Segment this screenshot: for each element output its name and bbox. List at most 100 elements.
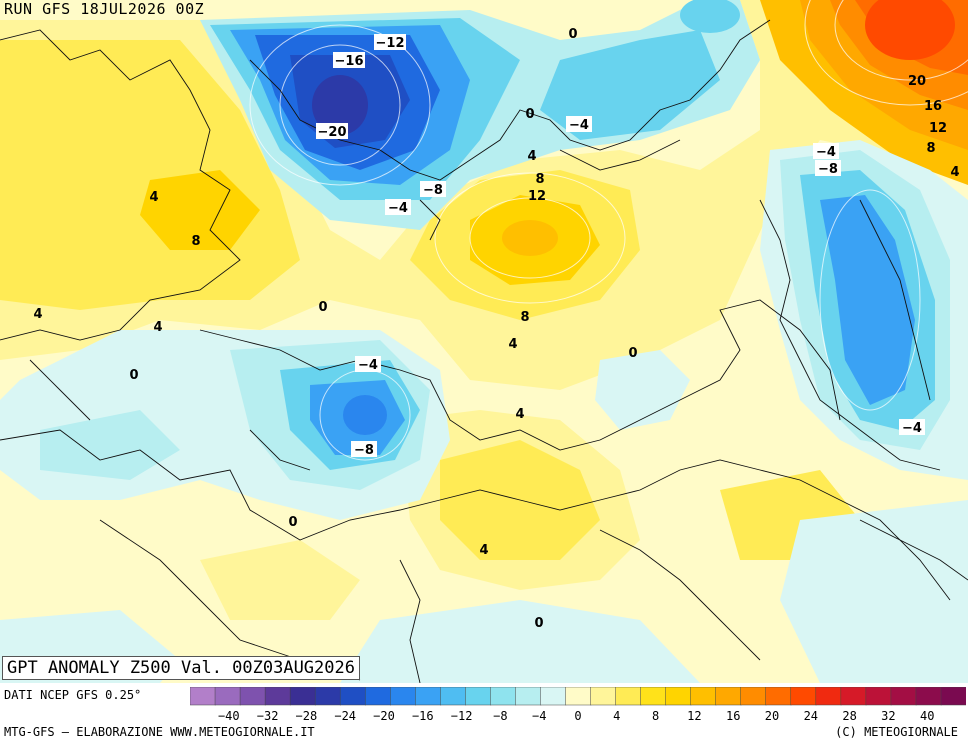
svg-text:0: 0 <box>628 346 637 361</box>
legend-swatch <box>740 687 767 706</box>
svg-text:−4: −4 <box>358 358 378 373</box>
anomaly-labels: −12 −16 −20 0 −4 −8 −4 4 8 12 4 8 0 4 4 … <box>33 27 959 631</box>
legend-swatch <box>890 687 917 706</box>
legend-swatch <box>915 687 942 706</box>
label-4-a: 4 <box>527 149 536 164</box>
label-8-c: 8 <box>520 310 529 325</box>
positive-anomaly-max <box>502 220 558 256</box>
legend-swatch <box>815 687 842 706</box>
legend-tick-label: 40 <box>920 709 934 723</box>
legend-tick-label: −4 <box>532 709 546 723</box>
svg-text:−16: −16 <box>335 54 364 69</box>
legend-swatch <box>490 687 517 706</box>
legend-swatch <box>390 687 417 706</box>
legend-swatch <box>314 687 341 706</box>
ne-ridge <box>760 0 968 185</box>
legend-swatch <box>565 687 592 706</box>
svg-text:0: 0 <box>525 107 534 122</box>
label-4-e: 4 <box>508 337 517 352</box>
legend-swatch <box>190 687 216 706</box>
svg-text:4: 4 <box>149 190 158 205</box>
label-0-a: 0 <box>568 27 577 42</box>
svg-text:0: 0 <box>534 616 543 631</box>
anomaly-map: −12 −16 −20 0 −4 −8 −4 4 8 12 4 8 0 4 4 … <box>0 0 968 683</box>
legend-swatch <box>940 687 966 706</box>
legend-swatch <box>515 687 542 706</box>
label-0-d: 0 <box>628 346 637 361</box>
svg-text:−8: −8 <box>818 162 838 177</box>
legend-tick-label: −12 <box>451 709 473 723</box>
legend-tick-label: 20 <box>765 709 779 723</box>
label-8-a: 8 <box>535 172 544 187</box>
legend-swatch <box>415 687 442 706</box>
legend-tick-label: 28 <box>842 709 856 723</box>
svg-text:0: 0 <box>288 515 297 530</box>
svg-text:0: 0 <box>129 368 138 383</box>
label-m12: −12 <box>374 34 406 51</box>
legend-tick-label: 24 <box>804 709 818 723</box>
legend-swatch <box>590 687 617 706</box>
label-m16: −16 <box>333 52 365 69</box>
legend-tick-label: −24 <box>334 709 356 723</box>
legend-tick-label: 32 <box>881 709 895 723</box>
legend-swatch <box>239 687 266 706</box>
legend-tick-label: −28 <box>296 709 318 723</box>
legend-swatch <box>339 687 366 706</box>
legend-swatch <box>540 687 567 706</box>
data-source-label: DATI NCEP GFS 0.25° <box>4 688 142 702</box>
legend-swatch <box>264 687 291 706</box>
credit-right: (C) METEOGIORNALE <box>835 725 958 739</box>
svg-text:4: 4 <box>508 337 517 352</box>
label-m4-e: −4 <box>899 419 925 436</box>
label-m4-d: −4 <box>813 143 839 160</box>
svg-text:−4: −4 <box>816 145 836 160</box>
label-m8-a: −8 <box>420 181 446 198</box>
legend-swatch <box>214 687 241 706</box>
svg-text:−4: −4 <box>388 201 408 216</box>
svg-text:4: 4 <box>950 165 959 180</box>
label-m8-c: −8 <box>815 160 841 177</box>
svg-text:4: 4 <box>527 149 536 164</box>
svg-text:20: 20 <box>908 74 926 89</box>
svg-text:0: 0 <box>318 300 327 315</box>
svg-text:8: 8 <box>926 141 935 156</box>
eastern-trough <box>760 140 968 683</box>
label-12-b: 12 <box>929 121 947 136</box>
label-0-e: 0 <box>129 368 138 383</box>
label-4-h: 4 <box>950 165 959 180</box>
label-m4-b: −4 <box>385 199 411 216</box>
legend-tick-label: 12 <box>687 709 701 723</box>
label-4-b: 4 <box>149 190 158 205</box>
svg-text:−4: −4 <box>569 118 589 133</box>
legend-tick-label: 4 <box>613 709 620 723</box>
svg-text:12: 12 <box>929 121 947 136</box>
label-8-b: 8 <box>191 234 200 249</box>
label-12: 12 <box>528 189 546 204</box>
legend-tick-label: −32 <box>257 709 279 723</box>
contour-lines <box>249 0 968 461</box>
credit-left: MTG-GFS — ELABORAZIONE WWW.METEOGIORNALE… <box>4 725 315 739</box>
label-m8-b: −8 <box>351 441 377 458</box>
svg-text:12: 12 <box>528 189 546 204</box>
label-m4-a: −4 <box>566 116 592 133</box>
label-m20: −20 <box>316 123 348 140</box>
legend-tick-label: −40 <box>218 709 240 723</box>
legend-swatch <box>765 687 792 706</box>
legend-tick-label: 8 <box>652 709 659 723</box>
legend-swatch <box>364 687 392 706</box>
legend-tick-label: −16 <box>412 709 434 723</box>
svg-text:4: 4 <box>515 407 524 422</box>
svg-text:−20: −20 <box>318 125 347 140</box>
legend-swatch <box>865 687 892 706</box>
legend-swatch <box>790 687 817 706</box>
map-title: GPT ANOMALY Z500 Val. 00Z03AUG2026 <box>2 656 360 680</box>
legend-swatch <box>440 687 467 706</box>
label-0-f: 0 <box>288 515 297 530</box>
run-title: RUN GFS 18JUL2026 00Z <box>4 0 205 18</box>
footer: DATI NCEP GFS 0.25° −40 −32 −28 −24 −20 −16 −1… <box>0 683 968 745</box>
svg-text:8: 8 <box>535 172 544 187</box>
label-0-g: 0 <box>534 616 543 631</box>
svg-text:−8: −8 <box>423 183 443 198</box>
svg-text:0: 0 <box>568 27 577 42</box>
